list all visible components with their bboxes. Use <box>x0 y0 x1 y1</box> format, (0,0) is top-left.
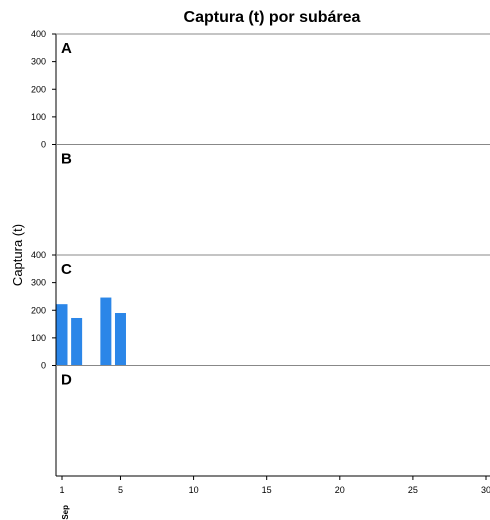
y-tick-label: 100 <box>31 333 46 343</box>
chart-title: Captura (t) por subárea <box>184 9 361 26</box>
bar-sep-2 <box>71 317 83 366</box>
x-tick-label: 10 <box>189 485 199 495</box>
x-tick-label: 1 <box>59 485 64 495</box>
panel-label: D <box>61 372 72 389</box>
y-tick-label: 0 <box>41 140 46 150</box>
panels: A 0 100 200 300 400 B C 0 100 200 300 400 D <box>31 29 490 476</box>
panel-b: B <box>56 144 490 168</box>
x-axis: 1 5 10 15 20 25 30 <box>56 475 490 495</box>
x-tick-label: 30 <box>481 485 490 495</box>
x-tick-label: 25 <box>408 485 418 495</box>
panel-a: A 0 100 200 300 400 <box>31 29 490 150</box>
panel-label: B <box>61 151 72 168</box>
y-tick-label: 0 <box>41 361 46 371</box>
y-tick-label: 200 <box>31 305 46 315</box>
y-tick-label: 400 <box>31 250 46 260</box>
x-month-label: Sep <box>61 505 70 520</box>
y-tick-label: 300 <box>31 278 46 288</box>
panel-d: D <box>56 365 490 389</box>
x-tick-label: 15 <box>262 485 272 495</box>
panel-label: A <box>61 40 72 57</box>
y-tick-label: 100 <box>31 112 46 122</box>
y-tick-label: 400 <box>31 29 46 39</box>
y-tick-label: 300 <box>31 57 46 67</box>
y-axis-label: Captura (t) <box>10 224 25 286</box>
x-tick-label: 5 <box>118 485 123 495</box>
panel-c: C 0 100 200 300 400 <box>31 250 490 371</box>
bar-sep-1 <box>56 304 68 366</box>
panel-label: C <box>61 261 72 278</box>
bar-sep-5 <box>114 313 126 366</box>
x-tick-label: 20 <box>335 485 345 495</box>
y-tick-label: 200 <box>31 84 46 94</box>
bar-sep-4 <box>100 297 112 366</box>
